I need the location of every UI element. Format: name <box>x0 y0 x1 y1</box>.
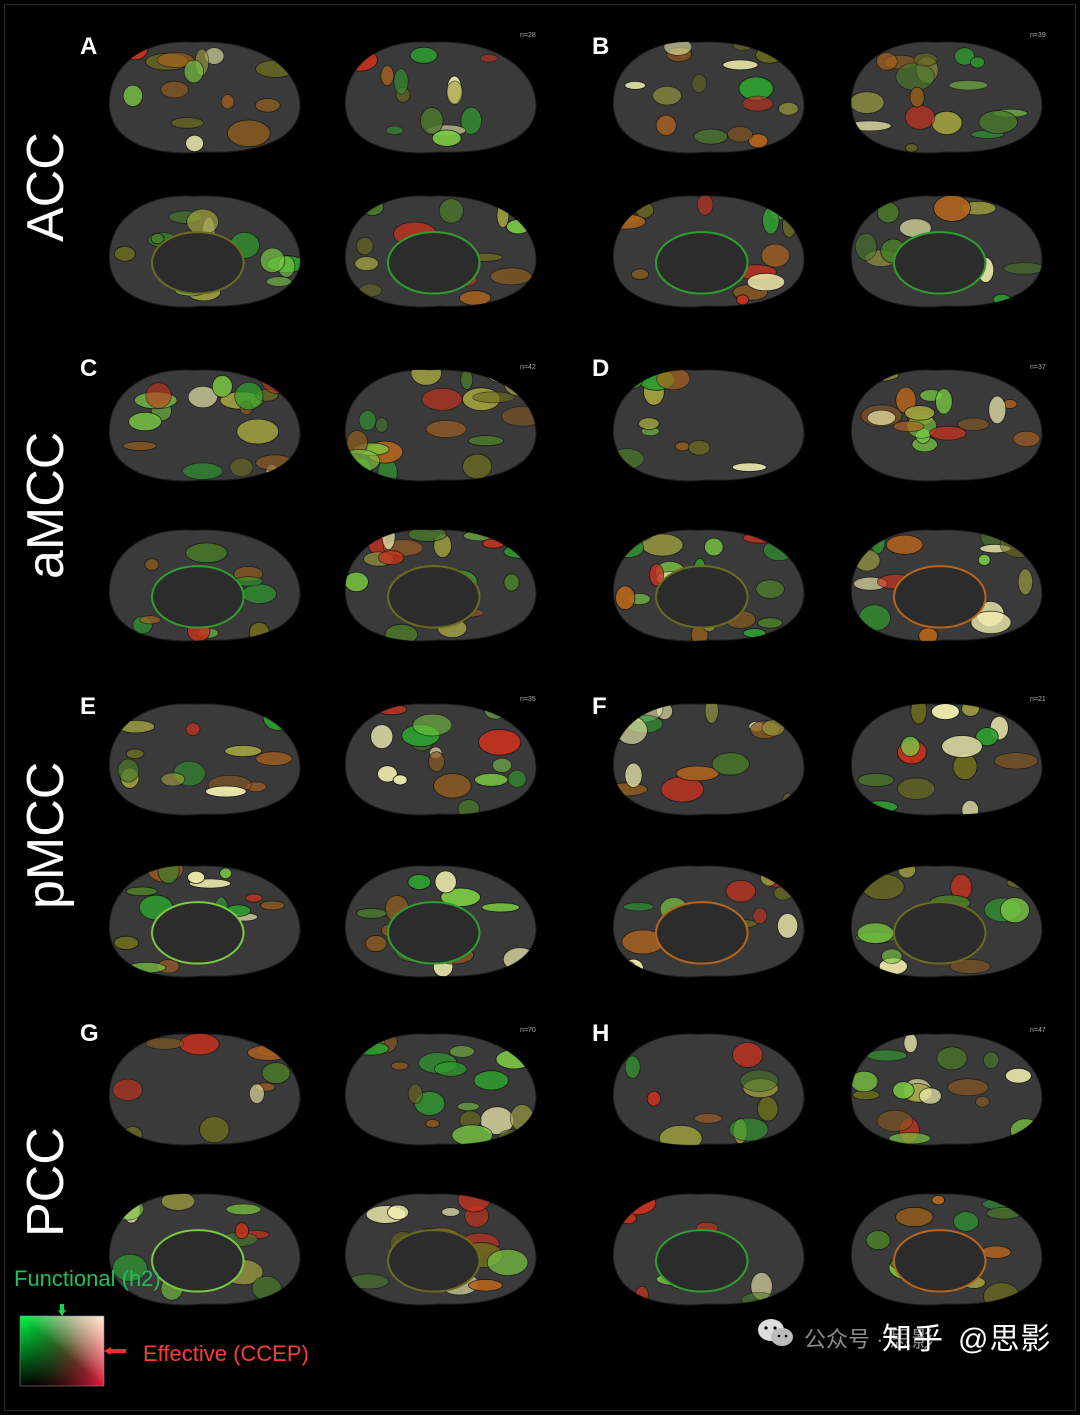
lateral-surface-view <box>612 1033 805 1146</box>
medial-surface-view <box>108 529 301 642</box>
medial-surface-view <box>612 195 805 308</box>
medial-surface-view <box>108 1193 301 1306</box>
watermark-platform: 知乎 <box>882 1323 944 1356</box>
lateral-surface-view <box>612 369 805 482</box>
medial-surface-view <box>850 529 1043 642</box>
legend-arrow-up-icon <box>58 1304 66 1316</box>
lateral-surface-view <box>344 369 537 482</box>
watermark-source: 公众号 · 思影 <box>804 1327 934 1352</box>
medial-surface-view <box>344 1193 537 1306</box>
panel-letter-c: C <box>80 355 98 382</box>
row-label-amcc: aMCC <box>17 431 75 579</box>
lateral-surface-view <box>108 703 301 816</box>
n-label-g: n=70 <box>520 1027 536 1034</box>
panel-letter-g: G <box>80 1020 99 1047</box>
n-label-a: n=28 <box>520 32 536 39</box>
lateral-surface-view <box>344 1033 537 1146</box>
panel-letter-h: H <box>592 1020 610 1047</box>
medial-surface-view <box>344 195 537 308</box>
lateral-surface-view <box>850 369 1043 482</box>
legend-colormap <box>19 1304 126 1387</box>
panel-letter-a: A <box>80 33 98 60</box>
figure-frame <box>4 4 1076 1411</box>
n-label-h: n=47 <box>1030 1027 1046 1034</box>
medial-surface-view <box>108 865 301 978</box>
n-label-f: n=21 <box>1030 696 1046 703</box>
lateral-surface-view <box>850 703 1043 816</box>
n-label-c: n=42 <box>520 364 536 371</box>
legend-functional-label: Functional (h2) <box>14 1266 161 1291</box>
lateral-surface-view <box>850 1033 1043 1146</box>
row-label-acc: ACC <box>17 132 75 242</box>
watermark-handle: @思影 <box>958 1323 1052 1356</box>
n-label-b: n=39 <box>1030 32 1046 39</box>
panel-letter-e: E <box>80 693 97 720</box>
medial-surface-view <box>850 1193 1043 1306</box>
wechat-icon <box>758 1319 793 1346</box>
lateral-surface-view <box>344 703 537 816</box>
medial-surface-view <box>850 865 1043 978</box>
medial-surface-view <box>612 1193 805 1306</box>
lateral-surface-view <box>850 41 1043 154</box>
legend-arrow-right-icon <box>104 1347 126 1355</box>
n-label-e: n=35 <box>520 696 536 703</box>
medial-surface-view <box>344 865 537 978</box>
medial-surface-view <box>612 529 805 642</box>
panel-letter-d: D <box>592 355 610 382</box>
medial-surface-view <box>108 195 301 308</box>
lateral-surface-view <box>344 41 537 154</box>
medial-surface-view <box>612 865 805 978</box>
medial-surface-view <box>344 529 537 642</box>
lateral-surface-view <box>612 703 805 816</box>
legend-effective-label: Effective (CCEP) <box>143 1341 309 1366</box>
lateral-surface-view <box>108 1033 301 1146</box>
n-label-d: n=37 <box>1030 364 1046 371</box>
panel-letter-b: B <box>592 33 610 60</box>
lateral-surface-view <box>612 41 805 154</box>
row-label-pmcc: pMCC <box>17 761 75 909</box>
medial-surface-view <box>850 195 1043 308</box>
panel-letter-f: F <box>592 693 607 720</box>
lateral-surface-view <box>108 369 301 482</box>
row-label-pcc: PCC <box>17 1127 75 1237</box>
lateral-surface-view <box>108 41 301 154</box>
legend-colormap-white <box>20 1316 104 1386</box>
